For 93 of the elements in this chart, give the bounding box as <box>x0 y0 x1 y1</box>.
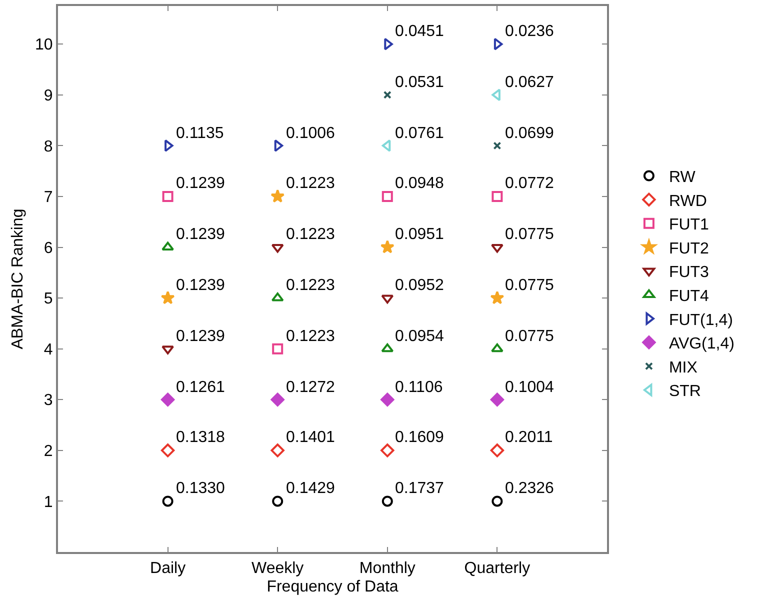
legend-label: MIX <box>668 359 698 376</box>
annotation: 0.0775 <box>505 277 554 294</box>
annotation: 0.0948 <box>395 175 444 192</box>
y-axis-title: ABMA-BIC Ranking <box>9 208 26 350</box>
point <box>494 38 503 50</box>
x-tick-label: Quarterly <box>464 560 530 578</box>
annotation: 0.1223 <box>286 175 336 192</box>
annotation: 0.1223 <box>286 277 336 294</box>
annotation: 0.1261 <box>176 379 226 396</box>
y-tick-label: 9 <box>44 87 53 104</box>
y-tick-label: 1 <box>44 494 53 511</box>
annotation: 0.1609 <box>395 429 444 446</box>
annotation: 0.1737 <box>395 480 444 497</box>
point <box>492 190 503 202</box>
y-tick-label: 5 <box>44 290 53 308</box>
annotation: 0.1239 <box>176 328 226 345</box>
annotation: 0.2326 <box>505 480 554 497</box>
point <box>382 139 391 152</box>
x-tick-label: Daily <box>150 560 186 578</box>
annotation: 0.0954 <box>395 328 444 345</box>
point <box>493 142 502 150</box>
point <box>490 392 504 406</box>
annotation: 0.1239 <box>176 175 226 192</box>
annotation: 0.0775 <box>505 328 554 345</box>
legend-label: FUT4 <box>668 288 710 306</box>
annotation: 0.0531 <box>395 74 444 91</box>
point <box>380 444 394 458</box>
legend-label: FUT2 <box>668 240 710 258</box>
point <box>270 444 284 458</box>
point <box>490 444 504 458</box>
annotation: 0.1239 <box>176 277 226 294</box>
point <box>380 392 394 406</box>
annotation: 0.0775 <box>505 226 554 243</box>
annotation: 0.1401 <box>286 429 336 446</box>
point <box>270 392 284 406</box>
annotation: 0.1318 <box>176 429 226 446</box>
point <box>383 90 392 99</box>
annotation: 0.0236 <box>505 23 554 40</box>
annotation: 0.0451 <box>395 23 444 40</box>
annotation: 0.1239 <box>176 226 226 243</box>
annotation: 0.2011 <box>505 429 553 446</box>
legend-label: FUT1 <box>668 216 710 234</box>
annotation: 0.1006 <box>286 125 336 142</box>
legend-label: RW <box>668 169 696 186</box>
point <box>274 139 284 152</box>
point <box>160 392 175 406</box>
x-axis-title: Frequency of Data <box>266 578 398 596</box>
annotation: 0.0952 <box>395 277 444 294</box>
legend-label: RWD <box>668 192 707 210</box>
legend-label: FUT(1,4) <box>668 312 733 329</box>
y-tick-label: 2 <box>44 443 53 460</box>
annotation: 0.1223 <box>286 226 336 243</box>
point <box>382 496 393 507</box>
y-tick-label: 10 <box>35 36 53 54</box>
point <box>160 290 175 304</box>
legend-label: AVG(1,4) <box>668 336 734 353</box>
point <box>160 444 175 458</box>
y-tick-label: 6 <box>44 240 53 257</box>
annotation: 0.0699 <box>505 125 554 142</box>
annotation: 0.1429 <box>286 480 336 497</box>
point <box>270 189 285 203</box>
legend-label: STR <box>668 383 701 400</box>
point <box>381 294 394 304</box>
point <box>490 290 504 304</box>
point <box>162 496 174 507</box>
annotation: 0.0761 <box>395 125 444 142</box>
y-tick-label: 3 <box>44 392 53 410</box>
annotation: 0.0772 <box>505 175 554 192</box>
point <box>162 346 174 354</box>
point <box>272 343 284 354</box>
annotation: 0.1272 <box>286 379 336 396</box>
point <box>491 343 504 352</box>
annotation: 0.1330 <box>176 480 226 497</box>
point <box>491 244 504 253</box>
annotation: 0.0951 <box>395 226 444 243</box>
annotation: 0.1004 <box>505 379 554 396</box>
x-tick-label: Weekly <box>252 560 304 578</box>
y-tick-label: 7 <box>44 189 53 206</box>
point <box>382 190 393 202</box>
annotation: 0.1106 <box>395 379 443 396</box>
y-tick-label: 8 <box>44 138 53 156</box>
annotation: 0.0627 <box>505 74 554 91</box>
point <box>380 240 394 254</box>
y-tick-label: 4 <box>44 341 53 358</box>
legend-label: FUT3 <box>668 264 710 282</box>
annotation: 0.1135 <box>176 125 224 142</box>
point <box>162 190 174 202</box>
x-tick-label: Monthly <box>359 560 416 578</box>
point <box>162 242 174 251</box>
point <box>272 496 284 507</box>
point <box>381 343 394 352</box>
point <box>492 496 503 507</box>
annotation: 0.1223 <box>286 328 336 345</box>
